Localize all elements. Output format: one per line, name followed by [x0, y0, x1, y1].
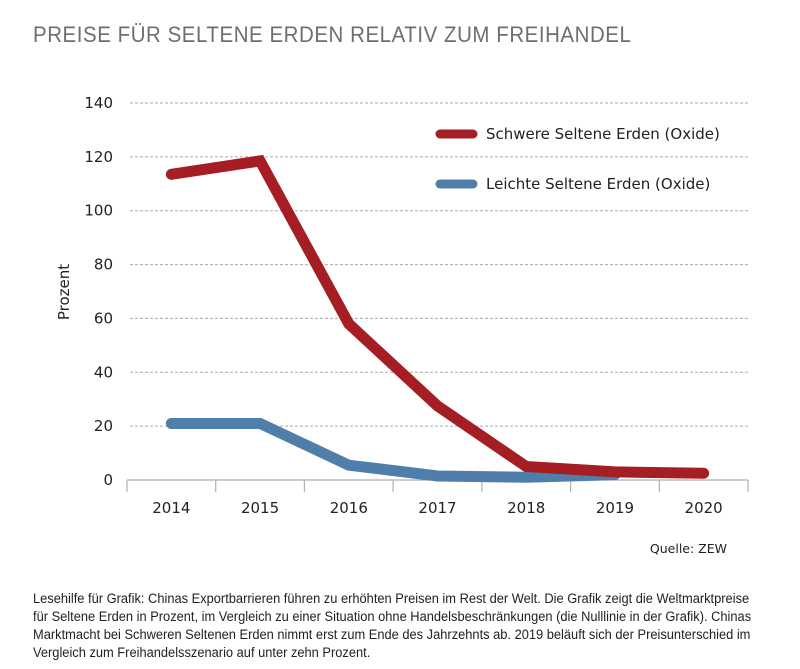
x-tick-label: 2016: [330, 499, 368, 517]
y-tick-label: 140: [84, 94, 113, 112]
y-tick-label: 80: [94, 256, 113, 274]
y-tick-label: 120: [84, 148, 113, 166]
y-tick-label: 20: [94, 417, 113, 435]
series-lines: [165, 154, 710, 483]
legend: Schwere Seltene Erden (Oxide) Leichte Sel…: [435, 125, 720, 193]
y-tick-label: 40: [94, 363, 113, 381]
y-tick-label: 60: [94, 309, 113, 327]
x-tick-label: 2015: [241, 499, 279, 517]
x-tick-label: 2019: [596, 499, 634, 517]
x-tick-label: 2018: [507, 499, 545, 517]
series-line-leichte: [165, 417, 621, 483]
caption-text: Lesehilfe für Grafik: Chinas Exportbarri…: [33, 591, 752, 660]
x-tick-label: 2017: [418, 499, 456, 517]
y-tick-label: 0: [103, 471, 113, 489]
gridlines: [130, 102, 748, 427]
y-axis-ticks: 0 20 40 60 80 100 120 140: [84, 94, 113, 489]
chart-title: PREISE FÜR SELTENE ERDEN RELATIV ZUM FRE…: [33, 22, 632, 47]
legend-label: Leichte Seltene Erden (Oxide): [486, 175, 710, 193]
y-axis-label: Prozent: [55, 264, 73, 320]
x-tick-label: 2020: [685, 499, 723, 517]
legend-label: Schwere Seltene Erden (Oxide): [486, 125, 720, 143]
x-tick-label: 2014: [152, 499, 190, 517]
x-axis: 2014 2015 2016 2017 2018 2019 2020: [126, 479, 749, 517]
source-note: Quelle: ZEW: [649, 541, 727, 556]
y-tick-label: 100: [84, 202, 113, 220]
